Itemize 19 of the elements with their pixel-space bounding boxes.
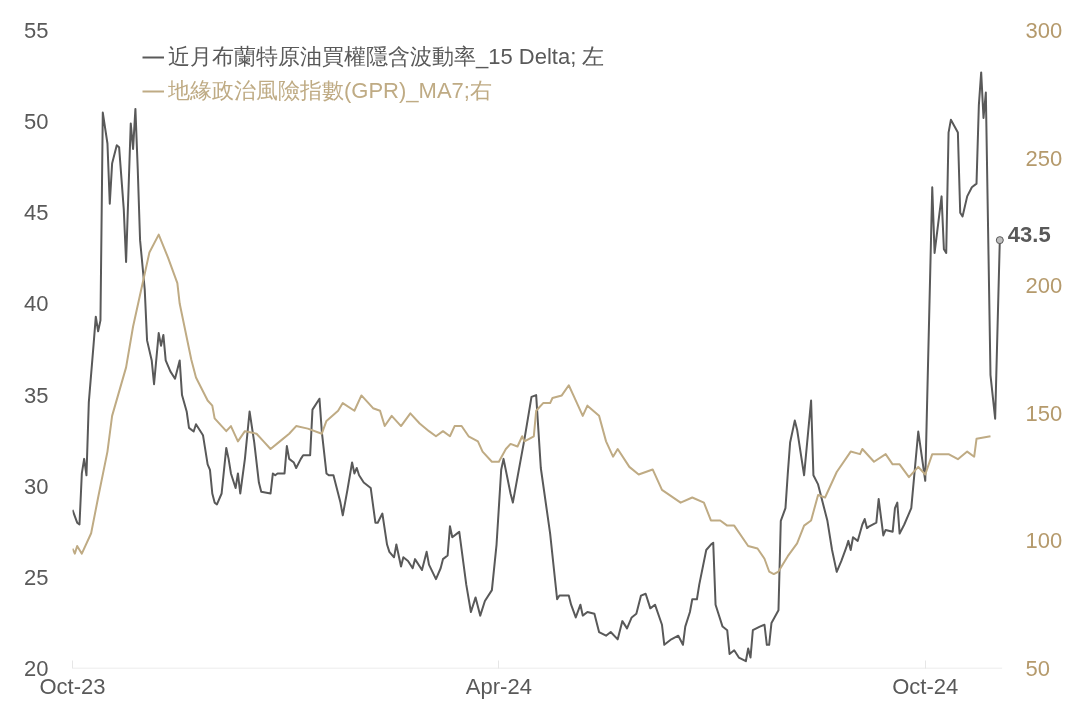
legend-label: 地緣政治風險指數(GPR)_MA7;右 xyxy=(168,77,492,105)
y2-tick-label: 150 xyxy=(1025,400,1063,426)
y-tick-label: 45 xyxy=(24,200,49,226)
x-tick-label: Apr-24 xyxy=(465,673,532,699)
y2-tick-label: 50 xyxy=(1025,656,1050,681)
annotation: 43.5 xyxy=(1007,222,1051,248)
y-tick-label: 30 xyxy=(24,473,49,499)
y-tick-label: 55 xyxy=(24,18,49,43)
y2-tick-label: 300 xyxy=(1025,18,1063,43)
line-series xyxy=(72,233,992,576)
y-tick-label: 50 xyxy=(24,109,49,135)
legend-label: 近月布蘭特原油買權隱含波動率_15 Delta; 左 xyxy=(168,43,605,71)
y-tick-label: 40 xyxy=(24,291,49,317)
y-tick-label: 25 xyxy=(24,564,49,590)
y2-tick-label: 100 xyxy=(1025,528,1063,554)
y2-tick-label: 250 xyxy=(1025,145,1063,171)
x-tick-label: Oct-24 xyxy=(892,673,959,699)
y-tick-label: 35 xyxy=(24,382,49,408)
y2-tick-label: 200 xyxy=(1025,273,1063,299)
